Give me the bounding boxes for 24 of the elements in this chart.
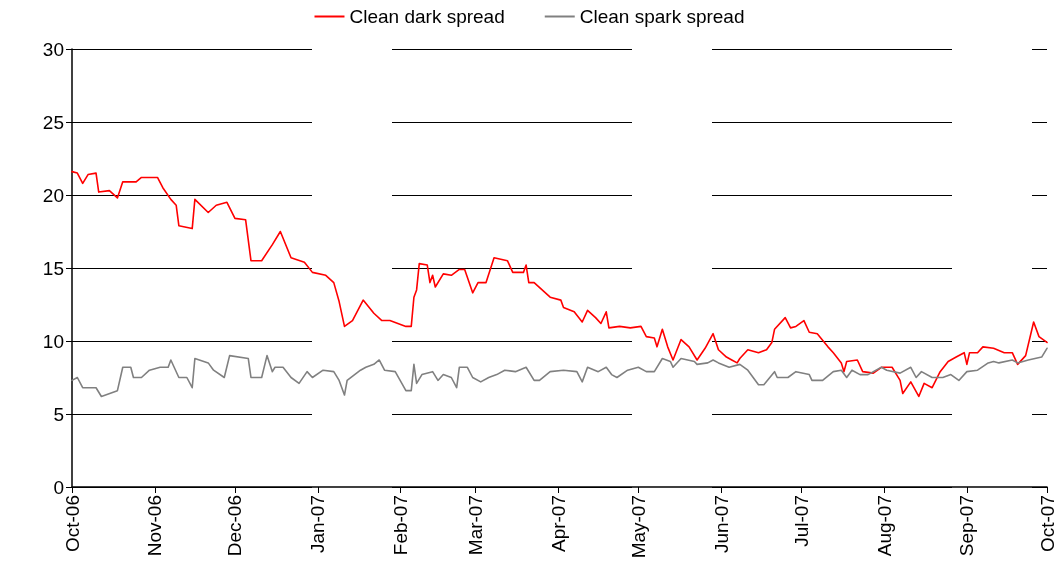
y-tick-label: 30 bbox=[42, 38, 64, 60]
legend-label: Clean spark spread bbox=[579, 6, 745, 27]
x-tick-label: Apr-07 bbox=[547, 495, 569, 553]
y-tick-label: 20 bbox=[42, 184, 64, 206]
line-series bbox=[71, 347, 1048, 398]
y-tick-label: 5 bbox=[53, 403, 64, 425]
y-tick-label: 15 bbox=[42, 257, 64, 279]
x-tick-label: Oct-07 bbox=[1036, 495, 1058, 553]
x-tick-label: May-07 bbox=[627, 495, 649, 559]
x-tick-label: Mar-07 bbox=[464, 495, 486, 556]
line-series bbox=[71, 170, 1048, 398]
x-tick-label: Feb-07 bbox=[390, 495, 412, 556]
x-tick-label: Jan-07 bbox=[307, 495, 329, 554]
y-tick-label: 0 bbox=[53, 476, 64, 498]
x-tick-label: Jul-07 bbox=[790, 495, 812, 547]
y-tick-label: 25 bbox=[42, 111, 64, 133]
x-tick-label: Sep-07 bbox=[956, 495, 978, 557]
x-tick-label: Aug-07 bbox=[873, 495, 895, 557]
x-tick-label: Nov-06 bbox=[144, 495, 166, 557]
x-tick-label: Jun-07 bbox=[710, 495, 732, 554]
legend-label: Clean dark spread bbox=[349, 6, 505, 27]
x-tick-label: Dec-06 bbox=[224, 495, 246, 557]
x-tick-label: Oct-06 bbox=[61, 495, 83, 553]
y-tick-label: 10 bbox=[42, 330, 64, 352]
